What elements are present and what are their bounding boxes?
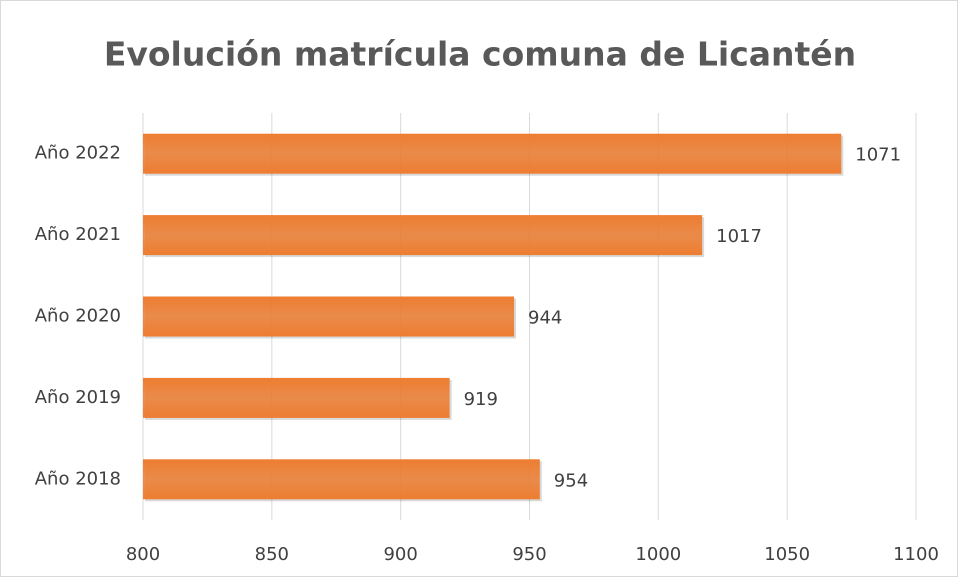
bar <box>143 296 515 337</box>
x-tick-label: 950 <box>512 544 546 565</box>
bar <box>143 133 842 174</box>
y-tick-label: Año 2021 <box>35 224 121 245</box>
data-label: 944 <box>528 308 562 329</box>
chart-title: Evolución matrícula comuna de Licantén <box>104 35 856 74</box>
bar <box>143 377 450 418</box>
data-label: 919 <box>464 389 498 410</box>
data-label: 954 <box>554 470 588 491</box>
y-tick-label: Año 2019 <box>35 387 121 408</box>
x-tick-label: 850 <box>255 544 289 565</box>
y-tick-label: Año 2018 <box>35 468 121 489</box>
x-tick-label: 800 <box>126 544 160 565</box>
y-tick-label: Año 2022 <box>35 143 121 164</box>
y-tick-label: Año 2020 <box>35 306 121 327</box>
bar <box>143 215 703 256</box>
data-label: 1017 <box>716 226 762 247</box>
x-tick-label: 1050 <box>764 544 810 565</box>
bar <box>143 459 540 500</box>
data-label: 1071 <box>855 145 901 166</box>
x-tick-label: 1100 <box>893 544 939 565</box>
x-tick-label: 1000 <box>635 544 681 565</box>
x-tick-label: 900 <box>383 544 417 565</box>
